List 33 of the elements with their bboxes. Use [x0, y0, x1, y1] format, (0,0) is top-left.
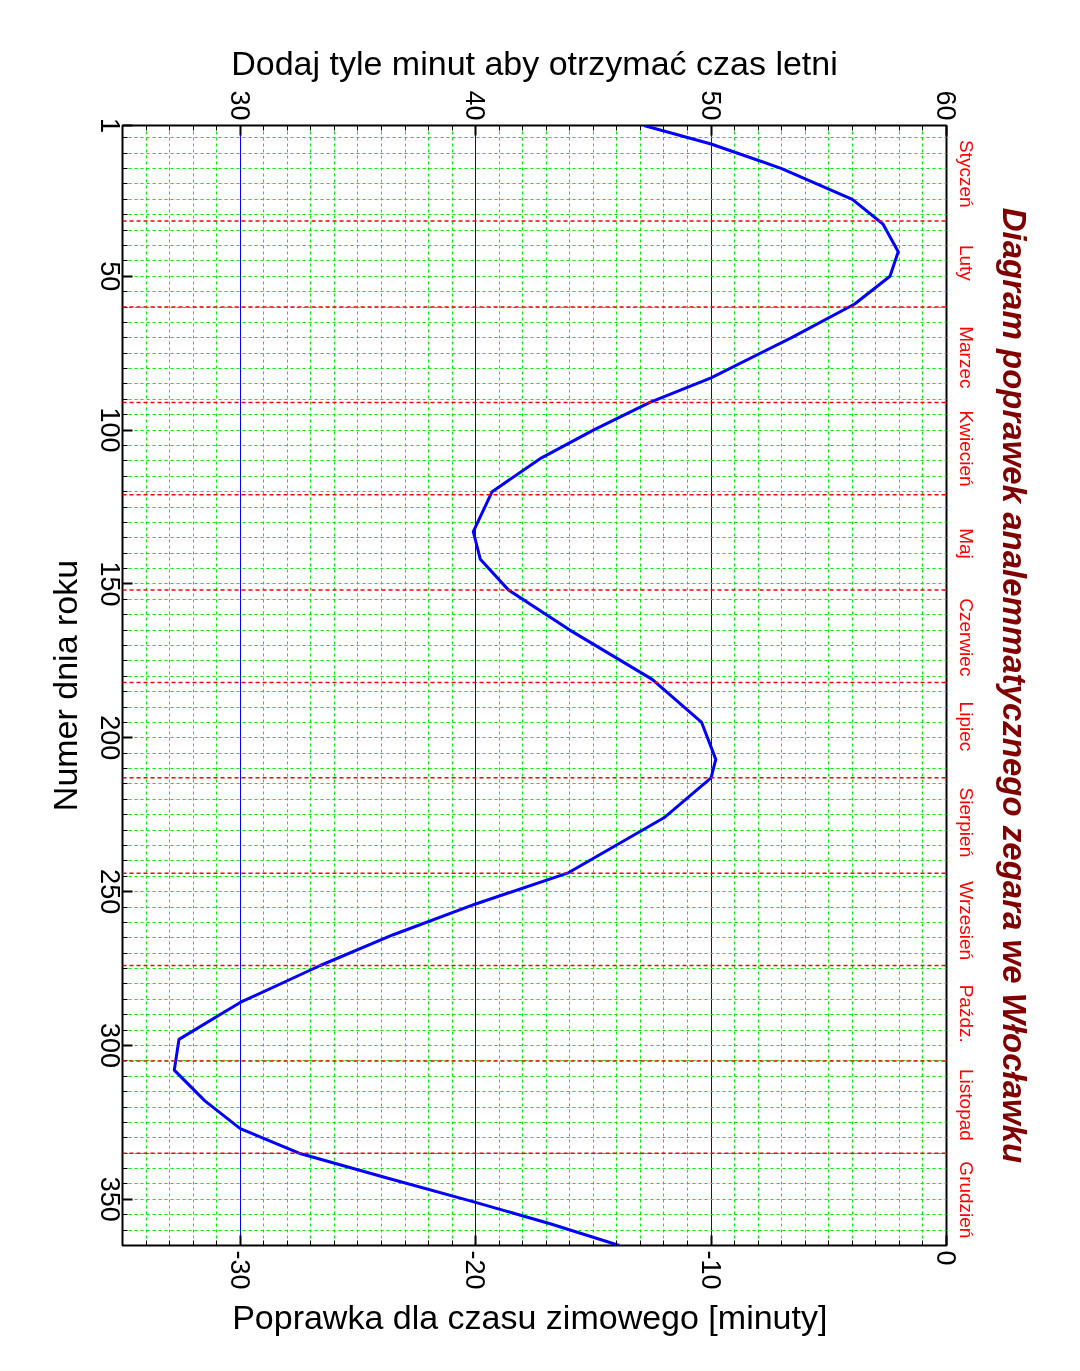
text: Sierpień	[956, 787, 977, 858]
text: Diagram poprawek analemmatycznego zegara we Włocławku	[995, 207, 1033, 1164]
x-axis-title: Poprawka dla czasu zimowego [minuty]	[232, 1297, 828, 1336]
text: Marzec	[956, 326, 977, 389]
text: Lipiec	[956, 701, 977, 752]
x-tick-label: -20	[460, 1250, 491, 1290]
y-axis-title: Numer dnia roku	[45, 559, 84, 812]
x2-axis-title: Dodaj tyle minut aby otrzymać czas letni	[231, 44, 838, 83]
text: Maj	[956, 528, 977, 559]
x2-tick-label: 30	[224, 90, 255, 121]
y-tick-label: 250	[95, 869, 125, 915]
x-tick-label: -30	[224, 1250, 255, 1290]
text: Listopad	[956, 1069, 977, 1141]
text: Paźdz.	[956, 984, 977, 1043]
text: Luty	[956, 244, 977, 282]
y-tick-label: 200	[95, 715, 125, 761]
x-tick-label: -10	[695, 1250, 726, 1290]
x2-tick-label: 50	[695, 90, 726, 121]
x2-tick-label: 40	[460, 90, 491, 121]
text: Grudzień	[956, 1161, 977, 1239]
y-tick-label: 50	[95, 261, 125, 292]
text: Wrzesień	[956, 881, 977, 961]
y-tick-label: 100	[95, 407, 125, 453]
text: Kwiecień	[956, 410, 977, 487]
y-tick-label: 350	[95, 1176, 125, 1222]
line-series	[172, 125, 900, 1246]
x-tick-label: 0	[931, 1250, 961, 1266]
text: Styczeń	[956, 139, 977, 208]
y-tick-label: 1	[95, 117, 125, 134]
y-tick-label: 150	[95, 561, 125, 607]
text: Czerwiec	[956, 598, 977, 677]
y-tick-label: 300	[95, 1022, 125, 1069]
x2-tick-label: 60	[931, 90, 961, 121]
